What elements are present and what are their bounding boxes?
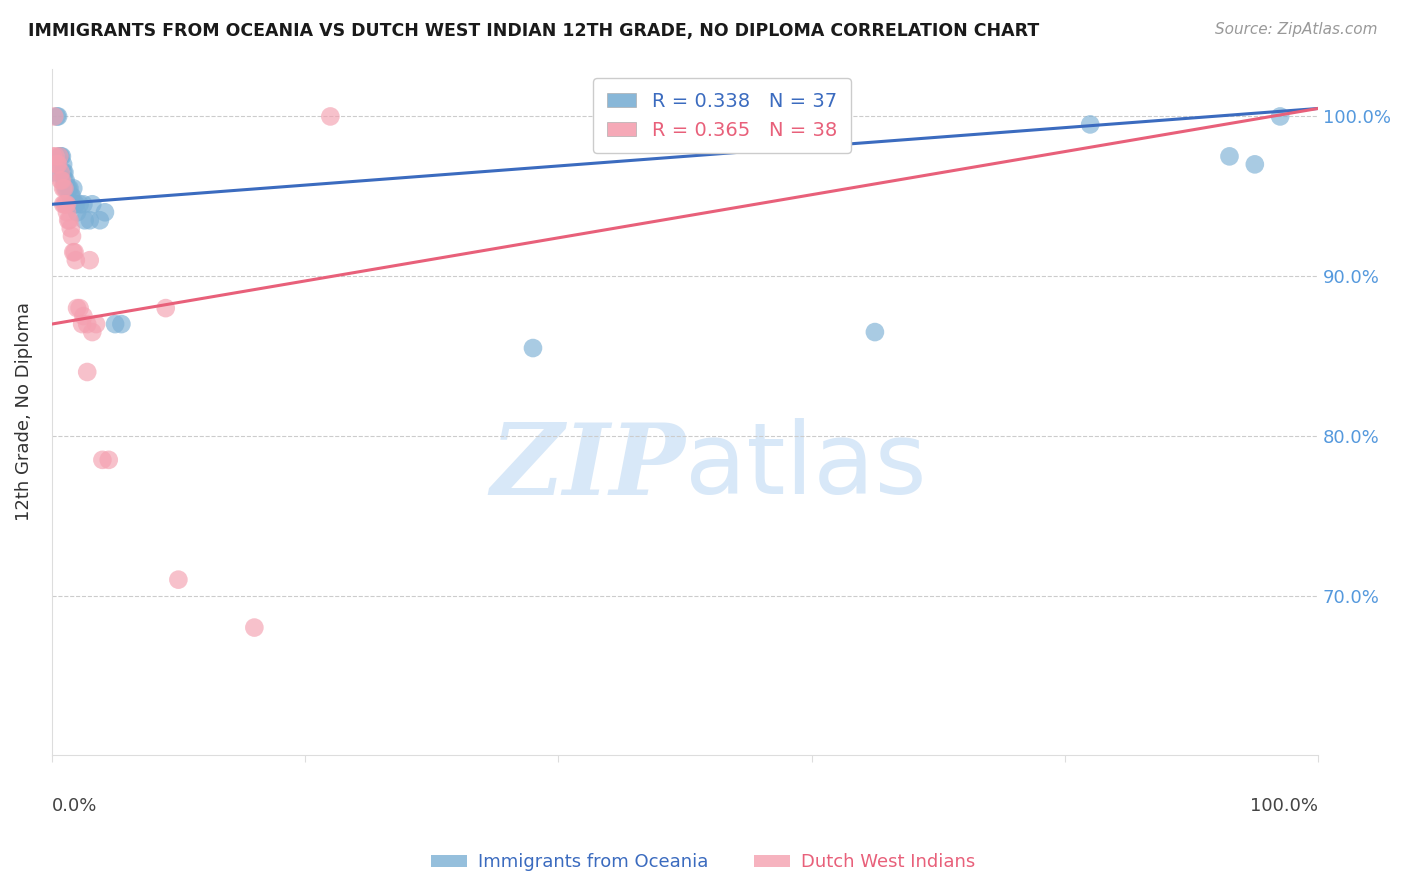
Point <box>58 181 80 195</box>
Point <box>42 149 65 163</box>
Point <box>63 245 86 260</box>
Point <box>56 205 79 219</box>
Point <box>53 165 76 179</box>
Point <box>58 213 80 227</box>
Point <box>66 205 89 219</box>
Point <box>55 197 77 211</box>
Point <box>167 573 190 587</box>
Point <box>72 197 94 211</box>
Point <box>53 173 76 187</box>
Point <box>52 197 75 211</box>
Text: Source: ZipAtlas.com: Source: ZipAtlas.com <box>1215 22 1378 37</box>
Point <box>59 221 82 235</box>
Y-axis label: 12th Grade, No Diploma: 12th Grade, No Diploma <box>15 302 32 522</box>
Point <box>863 325 886 339</box>
Point <box>79 213 101 227</box>
Point <box>91 453 114 467</box>
Legend: Immigrants from Oceania, Dutch West Indians: Immigrants from Oceania, Dutch West Indi… <box>425 847 981 879</box>
Point <box>48 149 70 163</box>
Point <box>49 165 72 179</box>
Point <box>51 173 73 187</box>
Point <box>65 253 87 268</box>
Point <box>46 157 69 171</box>
Point <box>53 197 76 211</box>
Point <box>73 213 96 227</box>
Point <box>319 110 342 124</box>
Point <box>55 173 77 187</box>
Point <box>110 317 132 331</box>
Point <box>82 197 104 211</box>
Point <box>46 110 69 124</box>
Point <box>58 213 80 227</box>
Point <box>49 149 72 163</box>
Point <box>48 149 70 163</box>
Point <box>42 165 65 179</box>
Point <box>62 245 84 260</box>
Point <box>76 317 98 331</box>
Point <box>51 149 73 163</box>
Point <box>76 365 98 379</box>
Point <box>45 149 67 163</box>
Point <box>59 197 82 211</box>
Point <box>522 341 544 355</box>
Point <box>56 197 79 211</box>
Point <box>89 213 111 227</box>
Point <box>49 173 72 187</box>
Point <box>56 181 79 195</box>
Point <box>65 197 87 211</box>
Text: 100.0%: 100.0% <box>1250 797 1319 814</box>
Point <box>69 197 91 211</box>
Point <box>1218 149 1240 163</box>
Point <box>53 181 76 195</box>
Point <box>52 165 75 179</box>
Point <box>62 181 84 195</box>
Point <box>60 229 83 244</box>
Legend: R = 0.338   N = 37, R = 0.365   N = 38: R = 0.338 N = 37, R = 0.365 N = 38 <box>593 78 851 153</box>
Point <box>1268 110 1291 124</box>
Point <box>97 453 120 467</box>
Text: IMMIGRANTS FROM OCEANIA VS DUTCH WEST INDIAN 12TH GRADE, NO DIPLOMA CORRELATION : IMMIGRANTS FROM OCEANIA VS DUTCH WEST IN… <box>28 22 1039 40</box>
Point <box>58 181 80 195</box>
Point <box>79 253 101 268</box>
Point <box>243 621 266 635</box>
Point <box>70 317 93 331</box>
Point <box>72 309 94 323</box>
Point <box>44 110 66 124</box>
Point <box>94 205 117 219</box>
Point <box>45 157 67 171</box>
Point <box>69 301 91 315</box>
Point <box>45 110 67 124</box>
Point <box>155 301 177 315</box>
Text: ZIP: ZIP <box>489 418 685 516</box>
Point <box>104 317 127 331</box>
Point <box>55 181 77 195</box>
Point <box>63 197 86 211</box>
Text: 0.0%: 0.0% <box>52 797 97 814</box>
Text: atlas: atlas <box>685 418 927 516</box>
Point <box>52 181 75 195</box>
Point <box>60 189 83 203</box>
Point <box>66 301 89 315</box>
Point <box>52 157 75 171</box>
Point <box>1078 117 1101 131</box>
Point <box>59 189 82 203</box>
Point <box>1243 157 1265 171</box>
Point <box>84 317 107 331</box>
Point <box>82 325 104 339</box>
